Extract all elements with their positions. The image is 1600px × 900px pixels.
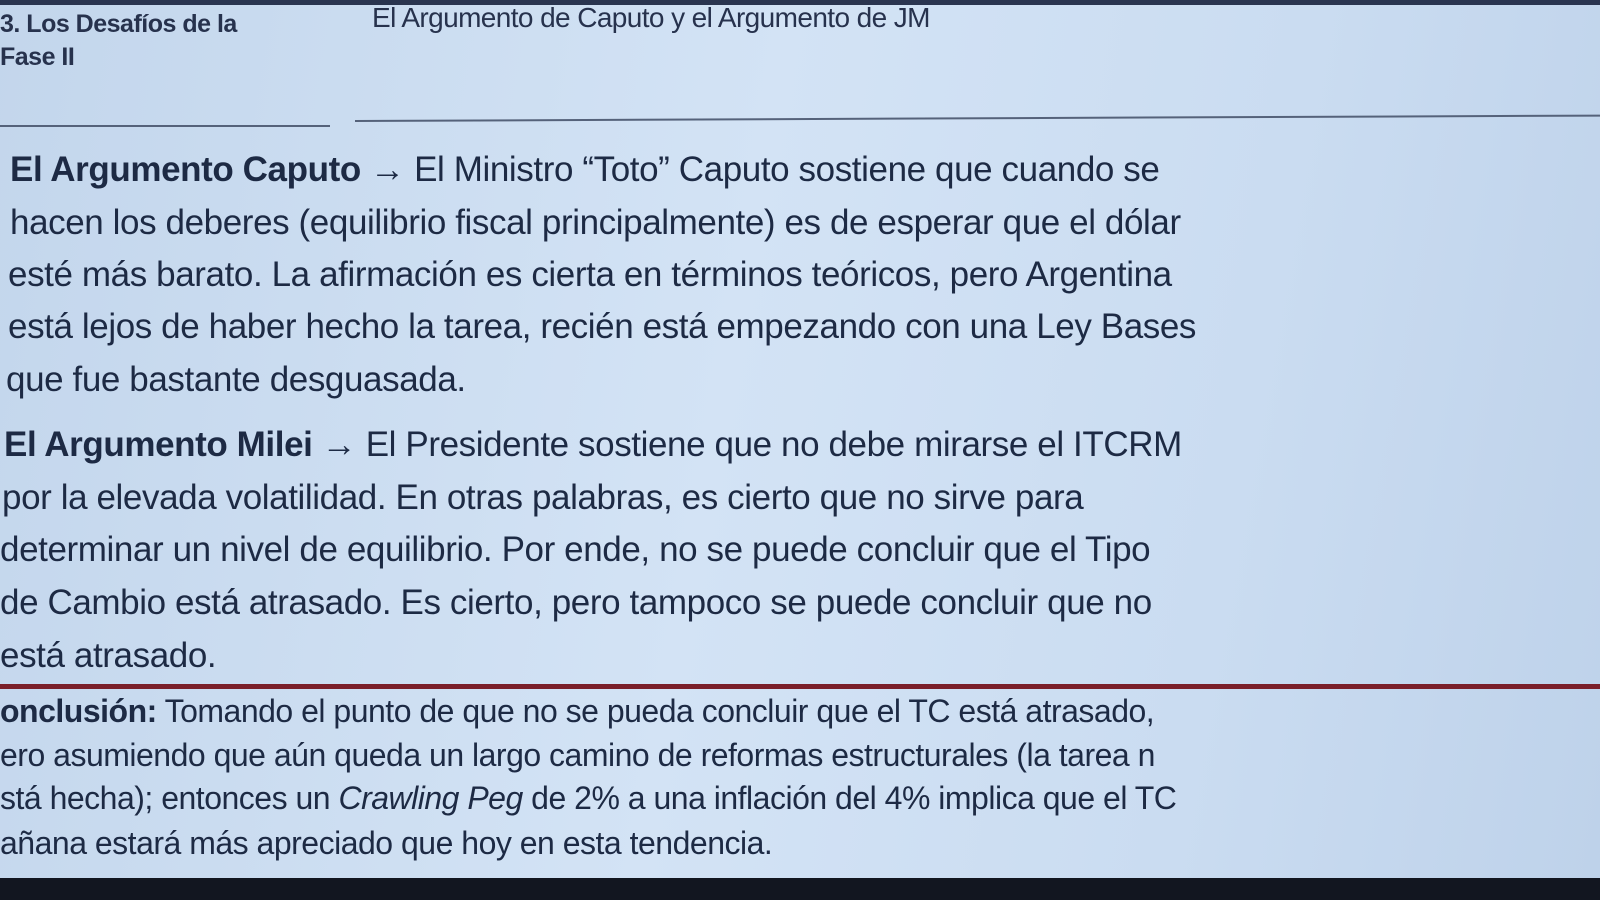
- paragraph-line: está lejos de haber hecho la tarea, reci…: [8, 307, 1197, 346]
- emphasis: Crawling Peg: [338, 780, 523, 816]
- paragraph-line: El Argumento Caputo → El Ministro “Toto”…: [10, 150, 1160, 190]
- arrow-icon: →: [370, 150, 405, 189]
- text: El Ministro “Toto” Caputo sostiene que c…: [414, 150, 1160, 189]
- slide-title: El Argumento de Caputo y el Argumento de…: [372, 2, 930, 33]
- paragraph-line: hacen los deberes (equilibrio fiscal pri…: [10, 203, 1181, 242]
- paragraph-line: esté más barato. La afirmación es cierta…: [8, 255, 1172, 294]
- divider: [0, 125, 330, 127]
- caputo-label: El Argumento Caputo: [10, 150, 361, 189]
- paragraph-line: que fue bastante desguasada.: [6, 360, 466, 399]
- section-label: 3. Los Desafíos de la Fase II: [0, 8, 237, 74]
- paragraph-line: stá hecha); entonces un Crawling Peg de …: [0, 780, 1177, 817]
- paragraph-line: añana estará más apreciado que hoy en es…: [0, 825, 773, 861]
- paragraph-line: determinar un nivel de equilibrio. Por e…: [0, 530, 1151, 569]
- section-label-line: 3. Los Desafíos de la: [0, 10, 237, 38]
- arrow-icon: →: [321, 425, 357, 464]
- paragraph-line: onclusión: Tomando el punto de que no se…: [0, 693, 1155, 730]
- paragraph-line: por la elevada volatilidad. En otras pal…: [2, 478, 1084, 517]
- conclusion-divider: [0, 684, 1600, 689]
- milei-label: El Argumento Milei: [4, 425, 313, 464]
- divider: [354, 114, 1600, 122]
- conclusion-label: onclusión:: [0, 693, 157, 729]
- top-edge: [0, 0, 1600, 5]
- text: de 2% a una inflación del 4% implica que…: [522, 780, 1177, 816]
- section-label-line: Fase II: [0, 43, 75, 71]
- paragraph-line: de Cambio está atrasado. Es cierto, pero…: [0, 583, 1152, 622]
- paragraph-line: está atrasado.: [0, 636, 217, 675]
- text: El Presidente sostiene que no debe mirar…: [365, 425, 1183, 464]
- paragraph-line: ero asumiendo que aún queda un largo cam…: [0, 737, 1155, 773]
- text: Tomando el punto de que no se pueda conc…: [164, 693, 1155, 729]
- paragraph-line: El Argumento Milei → El Presidente sosti…: [4, 425, 1182, 465]
- bottom-edge: [0, 878, 1600, 900]
- text: stá hecha); entonces un: [0, 780, 339, 816]
